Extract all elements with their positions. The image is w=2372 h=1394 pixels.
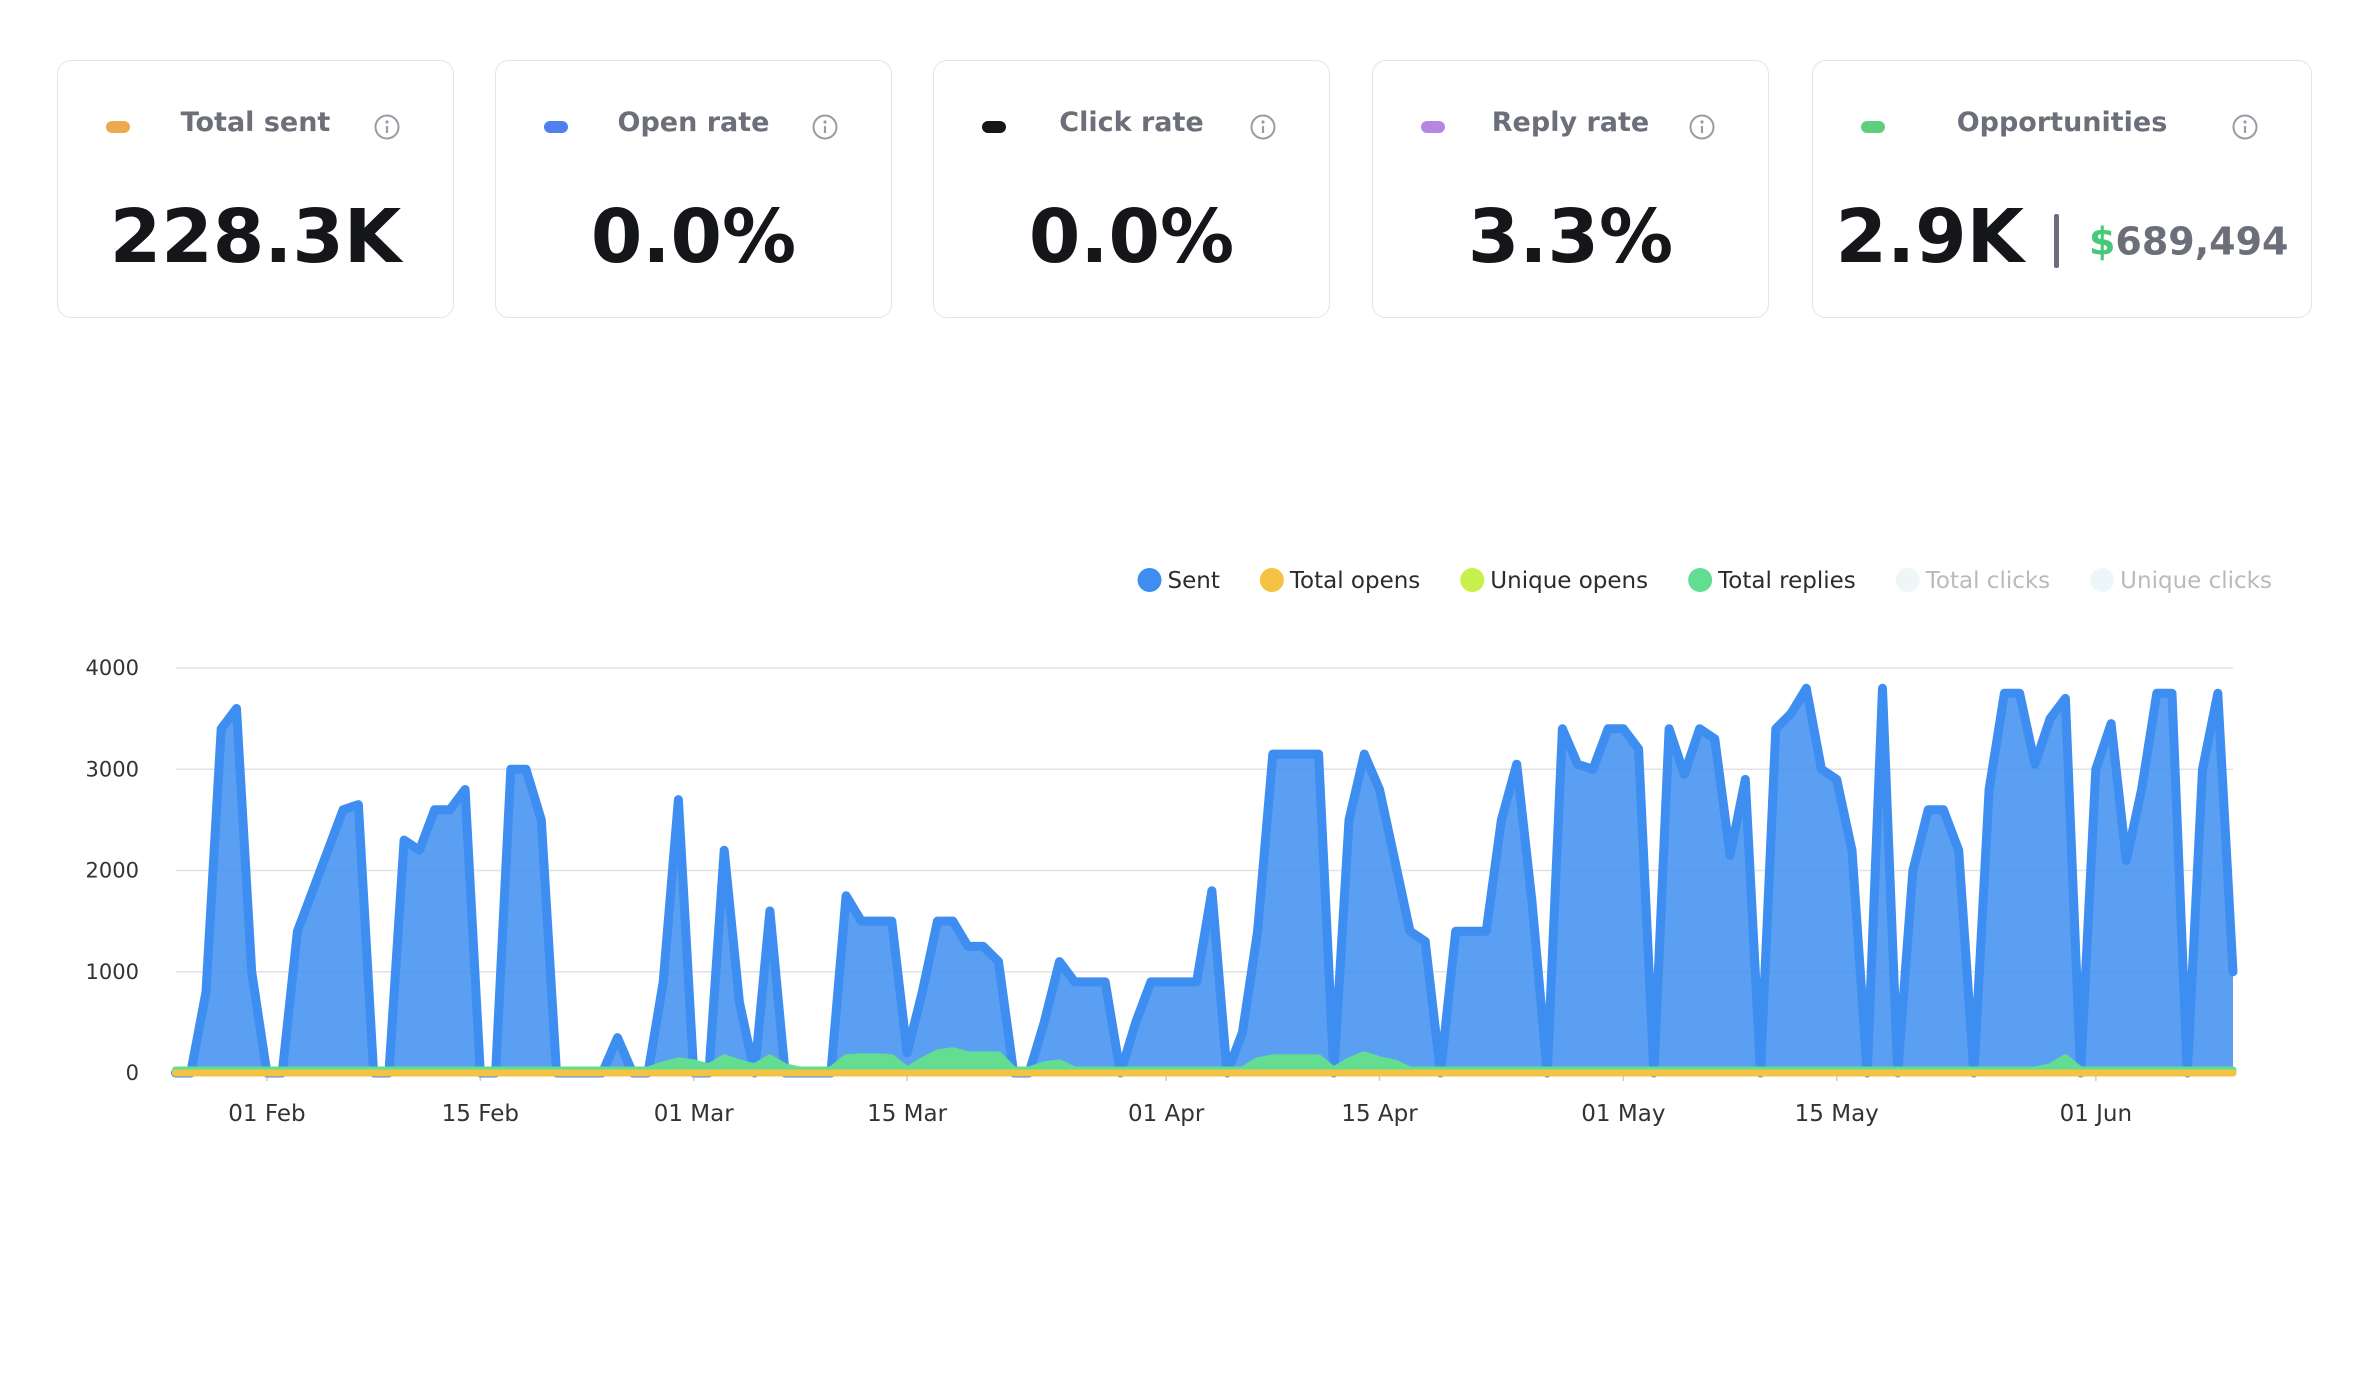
legend-item[interactable]: Unique opens [1460, 568, 1648, 594]
legend-label: Unique clicks [2120, 568, 2272, 594]
x-tick-label: 15 Apr [1341, 1101, 1418, 1127]
info-circle [2232, 114, 2258, 140]
legend: Sent Total opens Unique opens Total replies… [1137, 568, 2272, 594]
value-text: 0.0% [1028, 194, 1235, 280]
legend-swatch [1895, 568, 1920, 592]
info-circle [374, 114, 400, 140]
legend-label: Total opens [1289, 568, 1420, 594]
separator [2053, 214, 2059, 269]
legend-swatch [1460, 568, 1485, 592]
card-title: Open rate [617, 107, 770, 138]
legend-item[interactable]: Total replies [1688, 568, 1856, 594]
info-circle [1250, 114, 1276, 140]
y-tick-label: 1000 [86, 960, 139, 984]
legend-swatch [1137, 568, 1162, 592]
stat-card: Opportunities 2.9K $689,494 [1812, 60, 2312, 318]
value-text: 2.9K [1835, 194, 2024, 280]
info-icon[interactable] [811, 113, 839, 141]
x-tick-label: 01 Jun [2060, 1101, 2133, 1127]
legend-item[interactable]: Unique clicks [2090, 568, 2272, 594]
legend-swatch [2090, 568, 2115, 592]
legend-label: Total clicks [1925, 568, 2050, 594]
stat-card: Open rate 0.0% [495, 60, 892, 318]
y-tick-label: 3000 [86, 757, 139, 781]
info-dot [1700, 120, 1704, 124]
x-tick-label: 01 May [1581, 1101, 1665, 1127]
card-title: Opportunities [1956, 107, 2168, 138]
legend-item[interactable]: Sent [1137, 568, 1220, 594]
page: Total sent 228.3K Open rate 0.0% Click rate 0… [57, 60, 2312, 1127]
legend-label: Unique opens [1490, 568, 1648, 594]
card-value: 228.3K [58, 189, 453, 285]
x-tick-label: 15 Mar [867, 1101, 948, 1127]
info-icon[interactable] [373, 113, 401, 141]
card-value: 0.0% [934, 189, 1329, 285]
info-icon[interactable] [1249, 113, 1277, 141]
card-value: 3.3% [1373, 189, 1768, 285]
color-dot [106, 121, 130, 133]
info-circle [812, 114, 838, 140]
stat-card: Click rate 0.0% [933, 60, 1330, 318]
y-tick-label: 0 [126, 1061, 139, 1085]
y-tick-label: 2000 [86, 859, 139, 883]
card-title: Total sent [180, 107, 331, 138]
legend-label: Sent [1168, 568, 1220, 594]
info-dot [385, 120, 389, 124]
color-dot [1421, 121, 1445, 133]
value-text: 228.3K [109, 194, 402, 280]
value-text: 0.0% [590, 194, 797, 280]
currency: $ [2088, 219, 2116, 264]
x-tick-label: 01 Mar [654, 1101, 735, 1127]
legend-item[interactable]: Total clicks [1895, 568, 2050, 594]
card-title: Reply rate [1491, 107, 1650, 138]
value-text: 3.3% [1467, 194, 1674, 280]
legend-item[interactable]: Total opens [1259, 568, 1420, 594]
x-tick-label: 15 May [1795, 1101, 1879, 1127]
color-dot [544, 121, 568, 133]
secondary-value: $689,494 [2089, 219, 2289, 263]
info-dot [1261, 120, 1265, 124]
amount: 689,494 [2115, 219, 2289, 264]
info-dot [2243, 120, 2247, 124]
stat-card: Total sent 228.3K [57, 60, 454, 318]
color-dot [1861, 121, 1885, 133]
x-tick-label: 01 Apr [1128, 1101, 1205, 1127]
card-value: 0.0% [496, 189, 891, 285]
chart: 0 1000 2000 3000 4000 01 Feb 15 Feb 01 Mar 15 Ma… [86, 568, 2272, 1127]
info-icon[interactable] [1688, 113, 1716, 141]
series-area [175, 688, 2233, 1073]
color-dot [982, 121, 1006, 133]
y-tick-label: 4000 [86, 656, 139, 680]
legend-swatch [1259, 568, 1284, 592]
legend-label: Total replies [1717, 568, 1856, 594]
x-tick-label: 01 Feb [228, 1101, 305, 1127]
stat-card: Reply rate 3.3% [1372, 60, 1769, 318]
card-title: Click rate [1059, 107, 1204, 138]
info-circle [1689, 114, 1715, 140]
legend-swatch [1688, 568, 1713, 592]
card-value: 2.9K $689,494 [1813, 189, 2311, 289]
x-tick-label: 15 Feb [442, 1101, 519, 1127]
info-icon[interactable] [2231, 113, 2259, 141]
info-dot [823, 120, 827, 124]
series-line [171, 683, 2238, 1078]
